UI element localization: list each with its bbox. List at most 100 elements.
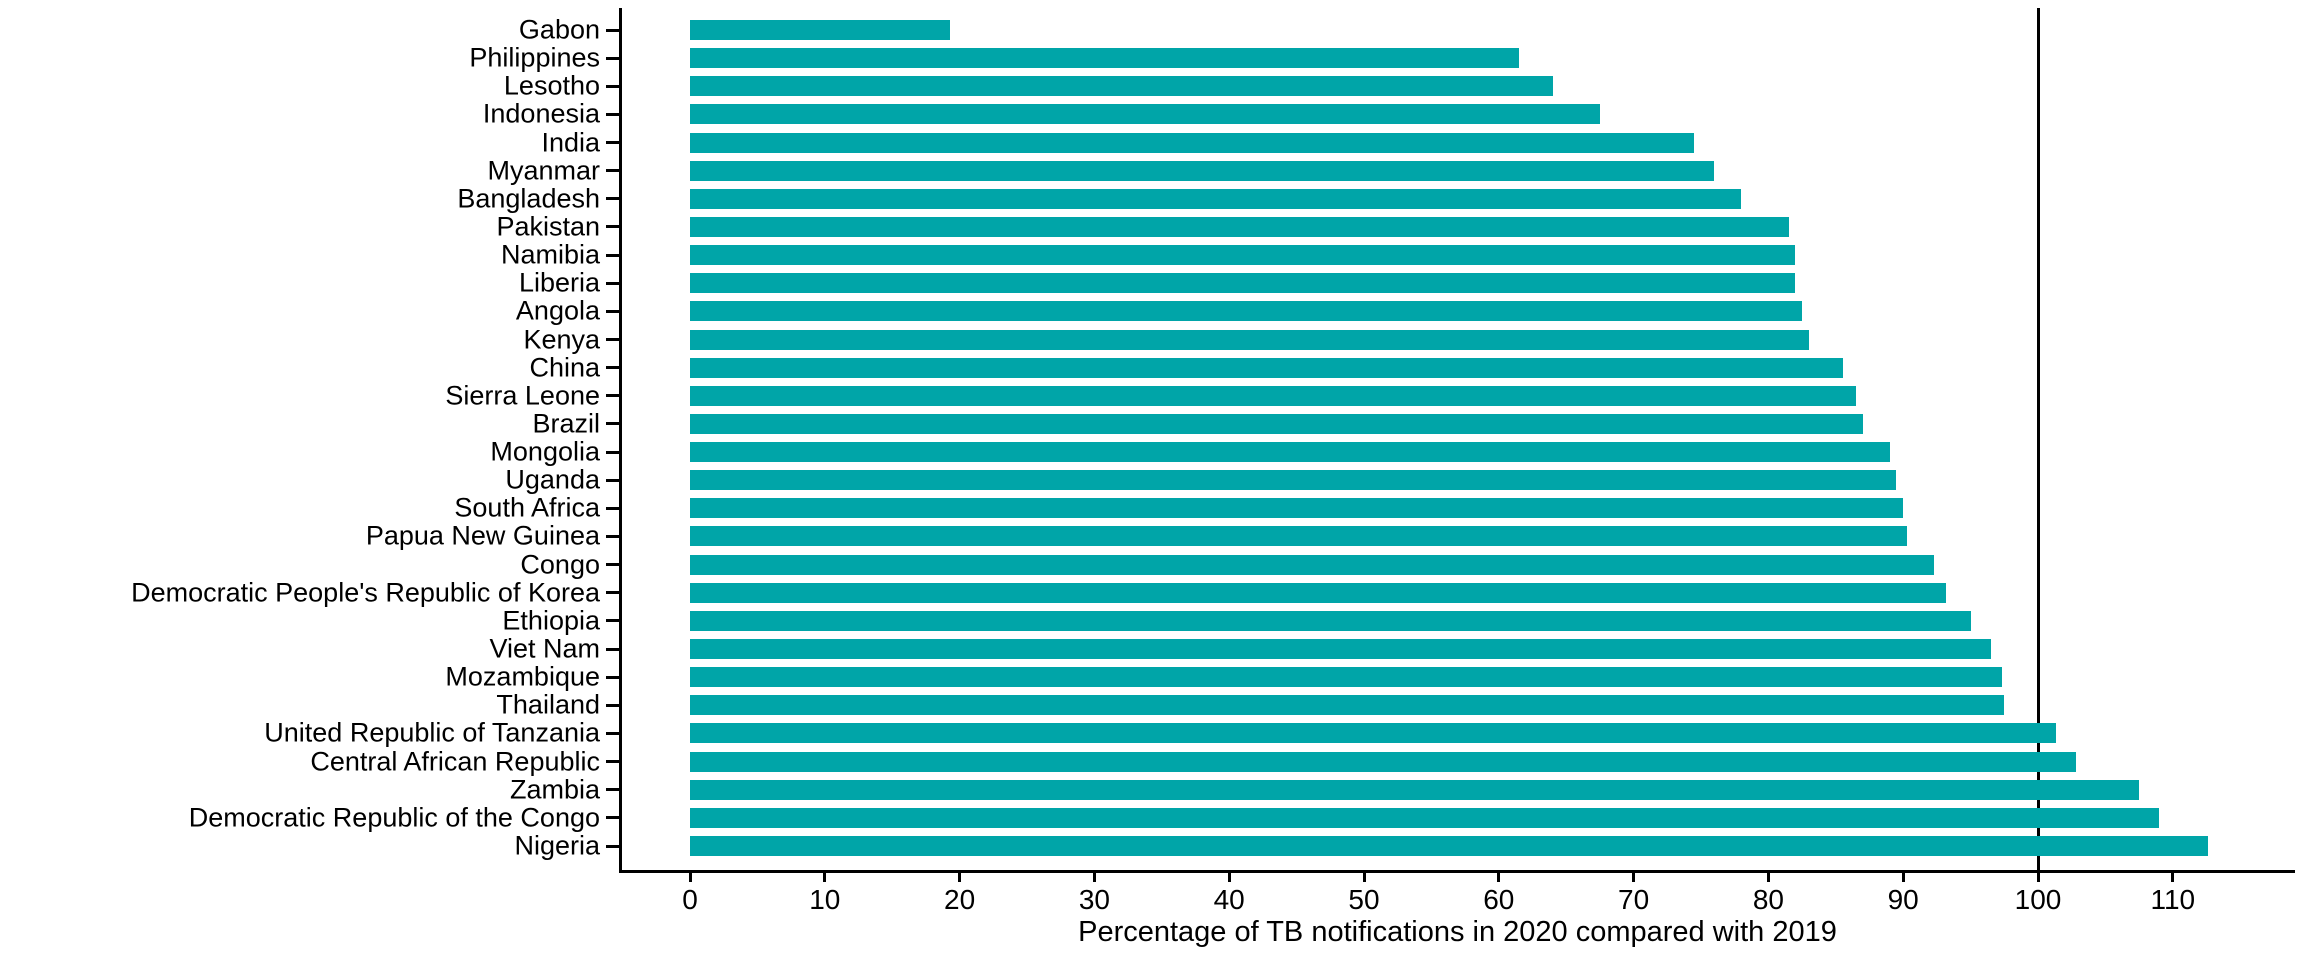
x-tick-label: 60	[1483, 884, 1515, 915]
category-label: Ethiopia	[502, 605, 600, 636]
y-axis-tick	[606, 703, 620, 707]
bar	[690, 807, 2160, 828]
y-axis-tick	[606, 28, 620, 32]
x-axis-tick	[1632, 870, 1636, 882]
bar	[690, 216, 1789, 237]
category-label: Central African Republic	[310, 746, 600, 777]
x-axis-title: Percentage of TB notifications in 2020 c…	[1078, 916, 1837, 948]
x-axis-tick	[1092, 870, 1096, 882]
bar	[690, 470, 1897, 491]
bar	[690, 76, 1553, 97]
bar	[690, 273, 1796, 294]
bar	[690, 582, 1947, 603]
category-label: Liberia	[518, 267, 600, 298]
category-label: India	[541, 127, 600, 158]
bar	[690, 695, 2005, 716]
y-axis-tick	[606, 422, 620, 426]
x-tick-label: 90	[1887, 884, 1919, 915]
category-label: Viet Nam	[489, 633, 600, 664]
x-axis-tick	[688, 870, 692, 882]
y-axis-tick	[606, 338, 620, 342]
x-tick-label: 80	[1752, 884, 1784, 915]
x-tick-label: 50	[1348, 884, 1380, 915]
y-axis-tick	[606, 478, 620, 482]
category-label: Indonesia	[482, 98, 600, 129]
bar	[690, 554, 1935, 575]
x-axis-tick	[958, 870, 962, 882]
y-axis-tick	[606, 506, 620, 510]
bar	[690, 329, 1809, 350]
category-label: Thailand	[496, 689, 600, 720]
x-axis-tick	[823, 870, 827, 882]
bar	[690, 442, 1890, 463]
bar	[690, 413, 1863, 434]
x-tick-label: 70	[1618, 884, 1650, 915]
category-label: Uganda	[505, 464, 600, 495]
x-tick-label: 30	[1078, 884, 1110, 915]
category-label: Lesotho	[503, 70, 600, 101]
bar	[690, 357, 1843, 378]
x-tick-label: 0	[682, 884, 698, 915]
x-tick-label: 20	[944, 884, 976, 915]
category-label: Democratic People's Republic of Korea	[131, 577, 600, 608]
y-axis-tick	[606, 675, 620, 679]
x-tick-label: 110	[2150, 884, 2196, 915]
category-label: Angola	[515, 295, 600, 326]
bar	[690, 104, 1600, 125]
category-label: Nigeria	[514, 830, 600, 861]
y-axis-tick	[606, 141, 620, 145]
bar	[690, 723, 2056, 744]
x-tick-label: 10	[809, 884, 841, 915]
category-label: Zambia	[509, 774, 600, 805]
bar	[690, 526, 1908, 547]
y-axis-tick	[606, 309, 620, 313]
reference-line-100	[2036, 8, 2040, 870]
y-axis-tick	[606, 788, 620, 792]
x-axis-tick	[1497, 870, 1501, 882]
category-label: Mongolia	[490, 436, 600, 467]
x-tick-label: 100	[2014, 884, 2062, 915]
x-axis-tick	[1901, 870, 1905, 882]
category-label: South Africa	[454, 492, 600, 523]
x-tick-label: 40	[1213, 884, 1245, 915]
y-axis-tick	[606, 112, 620, 116]
x-axis-line	[619, 870, 2295, 873]
bar	[690, 132, 1695, 153]
category-label: Papua New Guinea	[365, 520, 600, 551]
bar	[690, 20, 951, 40]
category-label: Gabon	[518, 14, 600, 45]
category-label: Pakistan	[496, 211, 600, 242]
y-axis-tick	[606, 281, 620, 285]
y-axis-tick	[606, 56, 620, 60]
category-label: Kenya	[523, 324, 600, 355]
bar	[690, 301, 1803, 322]
bar	[690, 245, 1796, 266]
category-label: Congo	[520, 549, 600, 580]
x-axis-tick	[2171, 870, 2175, 882]
bar	[690, 188, 1742, 209]
y-axis-tick	[606, 225, 620, 229]
bar	[690, 639, 1991, 660]
y-axis-tick	[606, 169, 620, 173]
y-axis-tick	[606, 253, 620, 257]
y-axis-tick	[606, 84, 620, 88]
category-label: Philippines	[469, 42, 600, 73]
bar	[690, 751, 2076, 772]
y-axis-tick	[606, 619, 620, 623]
bar	[690, 498, 1904, 519]
y-axis-tick	[606, 816, 620, 820]
y-axis-tick	[606, 534, 620, 538]
category-label: Namibia	[500, 239, 600, 270]
y-axis-tick	[606, 197, 620, 201]
category-label: Myanmar	[487, 155, 600, 186]
bar	[690, 667, 2002, 688]
y-axis-tick	[606, 591, 620, 595]
x-axis-tick	[1362, 870, 1366, 882]
bar	[690, 385, 1857, 406]
bar	[690, 610, 1971, 631]
y-axis-tick	[606, 647, 620, 651]
category-label: China	[529, 352, 600, 383]
category-label: Democratic Republic of the Congo	[188, 802, 600, 833]
x-axis-tick	[1227, 870, 1231, 882]
